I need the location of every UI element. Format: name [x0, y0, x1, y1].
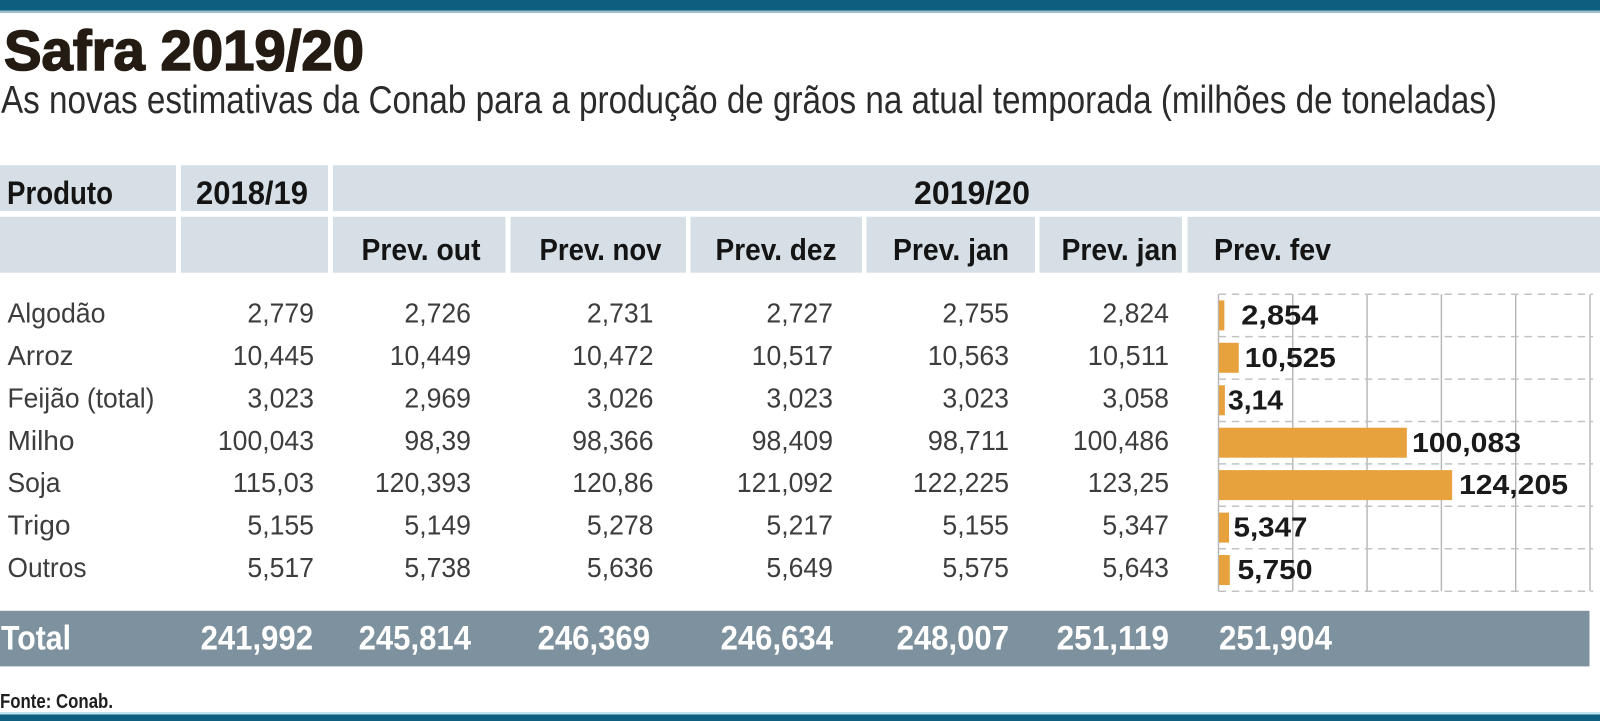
- svg-text:Prev. fev: Prev. fev: [1214, 232, 1332, 267]
- svg-text:121,092: 121,092: [737, 467, 833, 498]
- svg-text:10,445: 10,445: [233, 340, 314, 371]
- svg-text:Prev. jan: Prev. jan: [1062, 232, 1178, 267]
- svg-text:5,643: 5,643: [1102, 552, 1169, 583]
- svg-text:10,449: 10,449: [390, 340, 471, 371]
- svg-text:Safra 2019/20: Safra 2019/20: [4, 19, 364, 83]
- svg-text:123,25: 123,25: [1088, 467, 1169, 498]
- svg-text:3,058: 3,058: [1102, 382, 1169, 413]
- svg-text:Milho: Milho: [8, 425, 75, 456]
- svg-text:5,750: 5,750: [1238, 554, 1313, 585]
- svg-text:5,738: 5,738: [404, 552, 471, 583]
- svg-text:5,149: 5,149: [404, 510, 471, 541]
- svg-text:3,023: 3,023: [766, 382, 833, 413]
- svg-text:5,575: 5,575: [942, 552, 1009, 583]
- svg-text:2,824: 2,824: [1102, 298, 1169, 329]
- svg-text:3,023: 3,023: [247, 382, 314, 413]
- svg-text:5,155: 5,155: [942, 510, 1009, 541]
- svg-text:120,86: 120,86: [572, 467, 653, 498]
- svg-text:2,726: 2,726: [404, 298, 471, 329]
- svg-text:Outros: Outros: [8, 552, 87, 583]
- svg-text:2,731: 2,731: [587, 298, 654, 329]
- svg-text:5,347: 5,347: [1234, 512, 1308, 543]
- svg-text:5,217: 5,217: [766, 510, 833, 541]
- svg-text:122,225: 122,225: [913, 467, 1009, 498]
- svg-text:120,393: 120,393: [375, 467, 471, 498]
- svg-text:Total: Total: [1, 620, 71, 658]
- svg-text:5,517: 5,517: [247, 552, 314, 583]
- svg-text:2019/20: 2019/20: [914, 175, 1030, 211]
- svg-text:100,486: 100,486: [1073, 425, 1169, 456]
- svg-text:3,026: 3,026: [587, 382, 654, 413]
- svg-text:100,083: 100,083: [1412, 427, 1521, 458]
- svg-text:124,205: 124,205: [1459, 469, 1568, 500]
- svg-text:98,39: 98,39: [404, 425, 471, 456]
- svg-text:Fonte: Conab.: Fonte: Conab.: [0, 690, 113, 713]
- svg-text:5,155: 5,155: [247, 510, 314, 541]
- svg-text:3,023: 3,023: [942, 382, 1009, 413]
- svg-text:248,007: 248,007: [897, 620, 1009, 658]
- svg-text:98,711: 98,711: [928, 425, 1009, 456]
- svg-text:Prev. nov: Prev. nov: [540, 232, 663, 267]
- svg-text:Prev. out: Prev. out: [362, 232, 481, 267]
- svg-text:Feijão (total): Feijão (total): [8, 382, 155, 413]
- svg-text:10,563: 10,563: [928, 340, 1009, 371]
- svg-text:10,472: 10,472: [572, 340, 653, 371]
- svg-text:98,366: 98,366: [572, 425, 653, 456]
- svg-text:100,043: 100,043: [218, 425, 314, 456]
- svg-text:10,511: 10,511: [1088, 340, 1169, 371]
- svg-text:3,14: 3,14: [1228, 384, 1283, 415]
- svg-text:Trigo: Trigo: [8, 510, 71, 541]
- svg-text:10,517: 10,517: [752, 340, 833, 371]
- svg-text:10,525: 10,525: [1245, 342, 1336, 373]
- svg-text:2,727: 2,727: [766, 298, 833, 329]
- svg-text:2,854: 2,854: [1241, 300, 1318, 331]
- svg-text:5,636: 5,636: [587, 552, 654, 583]
- svg-text:98,409: 98,409: [752, 425, 833, 456]
- svg-text:115,03: 115,03: [233, 467, 314, 498]
- svg-text:241,992: 241,992: [201, 620, 313, 658]
- svg-text:Prev. jan: Prev. jan: [893, 232, 1009, 267]
- svg-text:5,347: 5,347: [1102, 510, 1169, 541]
- svg-text:Algodão: Algodão: [8, 298, 106, 329]
- svg-text:2018/19: 2018/19: [196, 175, 308, 211]
- svg-text:246,369: 246,369: [538, 620, 650, 658]
- svg-text:5,649: 5,649: [766, 552, 833, 583]
- svg-text:2,755: 2,755: [942, 298, 1009, 329]
- svg-text:Soja: Soja: [8, 467, 61, 498]
- svg-text:246,634: 246,634: [721, 620, 833, 658]
- svg-text:Arroz: Arroz: [8, 340, 74, 371]
- svg-text:251,119: 251,119: [1057, 620, 1169, 658]
- svg-text:251,904: 251,904: [1219, 620, 1332, 658]
- svg-text:2,969: 2,969: [404, 382, 471, 413]
- svg-text:Produto: Produto: [7, 175, 113, 211]
- svg-text:5,278: 5,278: [587, 510, 654, 541]
- svg-text:As novas estimativas da Conab: As novas estimativas da Conab para a pro…: [1, 79, 1497, 122]
- svg-text:2,779: 2,779: [247, 298, 314, 329]
- svg-text:245,814: 245,814: [359, 620, 471, 658]
- svg-text:Prev. dez: Prev. dez: [716, 232, 837, 267]
